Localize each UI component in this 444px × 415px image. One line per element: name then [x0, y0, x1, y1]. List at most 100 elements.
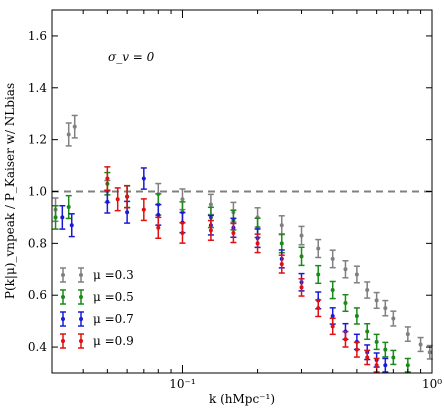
point-marker	[316, 246, 321, 251]
data-point	[373, 333, 380, 351]
x-axis-ticks: 10⁻¹ 10⁰	[51, 10, 442, 391]
data-point	[315, 299, 322, 318]
point-marker	[330, 288, 335, 293]
point-marker	[343, 337, 348, 342]
point-marker	[156, 225, 161, 230]
point-marker	[279, 262, 284, 267]
data-point	[254, 233, 261, 254]
legend-marker	[61, 295, 65, 299]
legend-marker	[79, 273, 83, 277]
data-point	[278, 215, 285, 236]
point-marker	[279, 223, 284, 228]
data-point	[342, 293, 349, 313]
data-point	[179, 222, 186, 244]
legend-label: μ =0.7	[93, 312, 134, 326]
point-marker	[208, 202, 213, 207]
point-marker	[330, 324, 335, 329]
point-marker	[354, 313, 359, 318]
point-marker	[405, 332, 410, 337]
point-marker	[354, 272, 359, 277]
data-point	[65, 194, 72, 220]
point-marker	[125, 210, 130, 215]
point-marker	[391, 316, 396, 321]
legend-marker	[79, 339, 83, 343]
point-marker	[391, 355, 396, 360]
point-marker	[208, 228, 213, 233]
point-marker	[330, 313, 335, 318]
plot-area	[52, 114, 433, 373]
legend-entry: μ =0.3	[60, 267, 134, 283]
point-marker	[279, 241, 284, 246]
legend-entry: μ =0.9	[60, 333, 134, 349]
y-tick-label: 1.4	[28, 81, 47, 95]
data-point	[315, 238, 322, 259]
point-marker	[383, 363, 388, 368]
data-point	[342, 260, 349, 279]
point-marker	[180, 197, 185, 202]
annotation-sigma-v: σ_v = 0	[108, 50, 155, 64]
legend-label: μ =0.3	[93, 268, 134, 282]
point-marker	[105, 199, 110, 204]
data-point	[382, 357, 389, 373]
x-tick-label: 10⁻¹	[169, 377, 195, 391]
legend-marker	[61, 339, 65, 343]
point-marker	[299, 233, 304, 238]
data-point	[68, 213, 75, 238]
data-point	[353, 307, 360, 325]
data-point	[207, 219, 214, 241]
data-point	[382, 341, 389, 358]
data-point	[315, 264, 322, 285]
data-point	[52, 205, 59, 230]
data-point	[71, 114, 78, 139]
point-marker	[383, 306, 388, 311]
point-marker	[105, 176, 110, 181]
point-marker	[60, 215, 65, 220]
data-point	[59, 205, 66, 230]
data-point	[382, 299, 389, 317]
legend-marker	[61, 273, 65, 277]
point-marker	[255, 241, 260, 246]
y-tick-label: 1.6	[28, 29, 47, 43]
point-marker	[316, 306, 321, 311]
point-marker	[383, 347, 388, 352]
point-marker	[299, 285, 304, 290]
point-marker	[316, 272, 321, 277]
point-marker	[125, 194, 130, 199]
data-point	[278, 254, 285, 274]
point-marker	[343, 267, 348, 272]
y-tick-label: 0.6	[28, 288, 47, 302]
data-point	[298, 278, 305, 297]
data-point	[353, 341, 360, 358]
point-marker	[405, 363, 410, 368]
legend-entry: μ =0.5	[60, 289, 134, 305]
point-marker	[53, 215, 58, 220]
series-3	[104, 166, 380, 373]
data-point	[373, 291, 380, 309]
y-tick-label: 0.4	[28, 340, 47, 354]
legend-label: μ =0.5	[93, 290, 134, 304]
legend-entry: μ =0.7	[60, 311, 134, 327]
data-point	[329, 280, 336, 300]
data-point	[104, 166, 111, 191]
y-tick-label: 1.2	[28, 133, 47, 147]
point-marker	[69, 223, 74, 228]
point-marker	[66, 205, 71, 210]
data-point	[140, 167, 147, 190]
data-point	[364, 349, 371, 366]
x-tick-label: 10⁰	[422, 377, 442, 391]
point-marker	[365, 355, 370, 360]
point-marker	[418, 342, 423, 347]
point-marker	[180, 230, 185, 235]
point-marker	[141, 176, 146, 181]
point-marker	[365, 329, 370, 334]
data-point	[140, 198, 147, 222]
y-axis-ticks: 0.4 0.6 0.8 1.0 1.2 1.4 1.6	[28, 29, 432, 354]
y-axis-label: P(k|μ)_vnpeak / P_Kaiser w/ NLbias	[3, 83, 17, 299]
data-point	[298, 246, 305, 267]
data-point	[155, 216, 162, 239]
data-point	[342, 330, 349, 348]
data-point	[353, 265, 360, 284]
data-point	[329, 249, 336, 269]
legend-marker	[79, 295, 83, 299]
